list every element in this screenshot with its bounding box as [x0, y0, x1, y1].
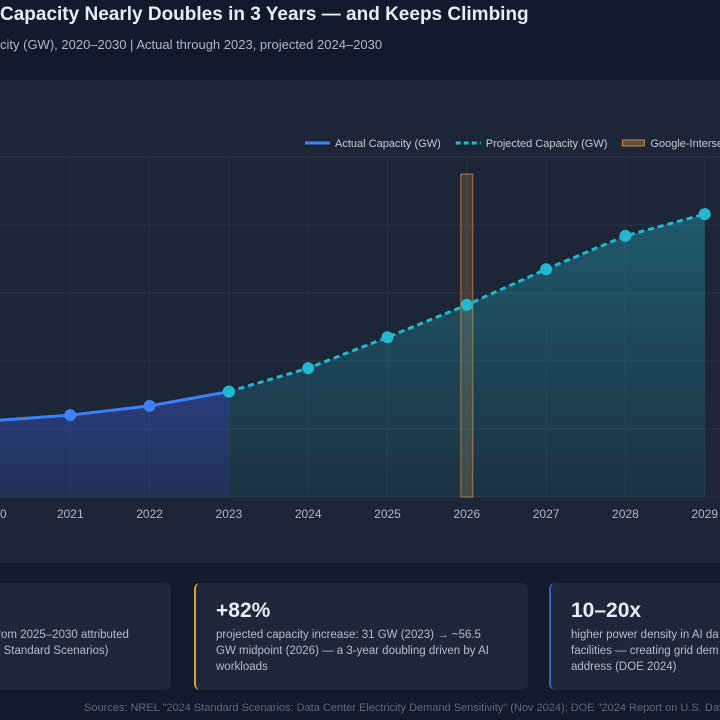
card-text: projected capacity increase: 31 GW (2023…	[216, 629, 481, 641]
x-tick-label: 2023	[216, 507, 243, 521]
x-tick-label: 2024	[295, 507, 322, 521]
legend-swatch	[621, 139, 645, 147]
x-tick-label: 0	[0, 507, 7, 521]
card-text: from 2025–2030 attributed	[0, 629, 129, 641]
card-stat: 10–20x	[571, 599, 642, 622]
line	[0, 390, 230, 422]
point	[381, 331, 394, 344]
point	[460, 298, 473, 311]
x-tick-label: 2021	[57, 507, 84, 521]
subtitle: city (GW), 2020–2030 | Actual through 20…	[0, 37, 383, 52]
footer: Sources: NREL "2024 Standard Scenarios: …	[84, 702, 720, 714]
card-text: GW midpoint (2026) — a 3-year doubling d…	[216, 645, 489, 657]
point	[64, 409, 77, 422]
x-tick-label: 2026	[453, 507, 480, 521]
x-tick-label: 2029	[691, 507, 718, 521]
stat-card: from 2025–2030 attributed 4 Standard Scen…	[0, 583, 171, 690]
legend-label: Projected Capacity (GW)	[486, 138, 608, 150]
point	[698, 208, 711, 221]
point	[302, 362, 315, 375]
chart: 0 2021 2022 2023 2024 2025 2026 2027 2028 2029 Act…	[0, 80, 720, 563]
card-text: facilities — creating grid dem	[571, 645, 719, 657]
x-tick-label: 2022	[136, 507, 163, 521]
title: Capacity Nearly Doubles in 3 Years — and…	[0, 4, 529, 25]
stat-card: 10–20x higher power density in AI da facil…	[549, 583, 720, 690]
legend-label: Actual Capacity (GW)	[335, 138, 441, 150]
card-text: workloads	[216, 661, 268, 673]
card-text: 4 Standard Scenarios)	[0, 645, 109, 657]
x-tick-label: 2025	[374, 507, 401, 521]
x-tick-label: 2027	[533, 507, 560, 521]
legend-label: Google-Intersec	[650, 138, 720, 150]
stat-card: +82% projected capacity increase: 31 GW (…	[194, 583, 528, 690]
x-tick-label: 2028	[612, 507, 639, 521]
card-text: address (DOE 2024)	[571, 661, 677, 673]
area	[0, 391, 229, 497]
point	[540, 263, 553, 276]
point	[143, 399, 156, 412]
area	[228, 214, 705, 497]
point	[619, 229, 632, 242]
card-text: higher power density in AI da	[571, 629, 719, 641]
card-stat: +82%	[216, 599, 271, 622]
point	[222, 385, 235, 398]
